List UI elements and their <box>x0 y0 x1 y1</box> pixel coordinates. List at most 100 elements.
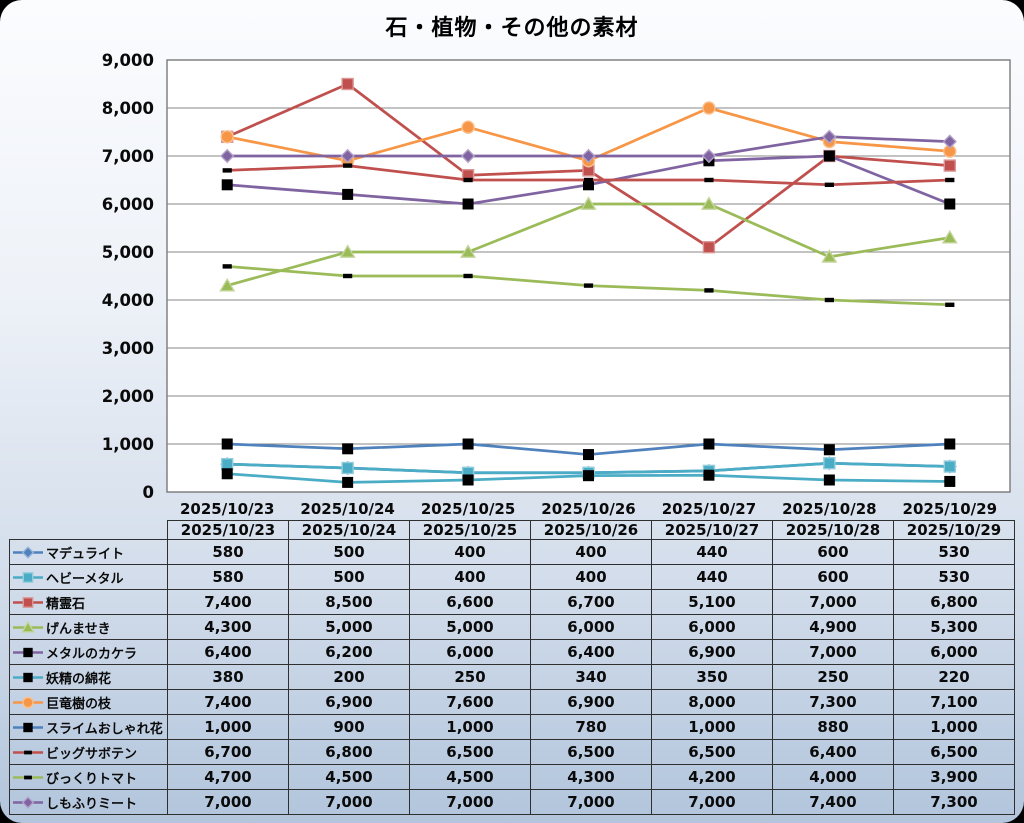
table-cell: 3,900 <box>893 764 1015 790</box>
table-row: メタルのカケラ 6,400 6,200 6,000 6,400 6,900 7,000 6,0… <box>9 639 1015 665</box>
diamond-marker-icon <box>21 795 35 809</box>
table-row: しもふりミート 7,000 7,000 7,000 7,000 7,000 7,400 7,3… <box>9 789 1015 815</box>
square-marker-icon <box>462 474 474 486</box>
square-marker-icon <box>342 476 354 488</box>
table-cell: 6,600 <box>409 589 531 615</box>
dash-marker-icon <box>583 177 594 183</box>
square-marker-icon <box>23 722 33 732</box>
series-name-label: マデュライト <box>46 546 125 562</box>
table-cell: 6,500 <box>530 739 652 765</box>
dash-marker-icon <box>463 177 473 183</box>
table-cell: 4,500 <box>409 764 531 790</box>
series-name-label: 精霊石 <box>46 596 86 612</box>
square-marker-icon <box>823 444 835 456</box>
y-axis-tick-label: 4,000 <box>102 291 154 310</box>
table-cell: 7,300 <box>893 789 1015 815</box>
table-row: マデュライト 580 500 400 400 440 600 530 <box>9 539 1015 565</box>
x-axis-tick-label: 2025/10/27 <box>662 500 756 518</box>
legend-key-icon <box>13 571 43 583</box>
table-cell: 250 <box>409 664 531 690</box>
table-cell: 4,900 <box>772 614 894 640</box>
square-marker-icon <box>342 188 354 200</box>
square-marker-icon <box>943 460 956 473</box>
table-cell: 7,400 <box>167 589 289 615</box>
dash-marker-icon <box>463 273 473 279</box>
square-marker-icon <box>703 469 715 481</box>
table-cell: 6,200 <box>288 639 410 665</box>
square-marker-icon <box>583 470 594 482</box>
table-cell: 530 <box>893 564 1015 590</box>
table-row: スライムおしゃれ花 1,000 900 1,000 780 1,000 880 1,000 <box>9 714 1015 740</box>
square-marker-icon <box>944 475 956 487</box>
dash-marker-icon <box>222 168 232 173</box>
table-cell: 7,000 <box>530 789 652 815</box>
table-header-cell: 2025/10/29 <box>893 520 1015 540</box>
y-axis-tick-label: 0 <box>143 483 154 502</box>
table-cell: 5,300 <box>893 614 1015 640</box>
table-header-cell: 2025/10/28 <box>772 520 894 540</box>
series-name-label: しもふりミート <box>46 796 138 812</box>
table-row: ヘビーメタル 580 500 400 400 440 600 530 <box>9 564 1015 590</box>
table-cell: 400 <box>530 539 652 565</box>
triangle-marker-icon <box>339 244 356 258</box>
table-cell: 6,000 <box>409 639 531 665</box>
table-cell: 440 <box>651 564 773 590</box>
circle-marker-icon <box>702 101 716 115</box>
square-marker-icon <box>342 443 354 455</box>
table-header-spacer <box>10 521 168 540</box>
square-marker-icon <box>583 449 594 461</box>
table-cell: 1,000 <box>167 714 289 740</box>
square-marker-icon <box>462 198 474 210</box>
table-cell: 780 <box>530 714 652 740</box>
diamond-marker-icon <box>822 129 837 144</box>
legend-item: マデュライト <box>9 539 168 565</box>
table-cell: 6,000 <box>651 614 773 640</box>
table-cell: 200 <box>288 664 410 690</box>
square-marker-icon <box>221 457 234 471</box>
table-cell: 6,500 <box>651 739 773 765</box>
square-marker-icon <box>341 461 354 475</box>
line-chart: 0 1,000 2,000 3,000 4,000 5,000 6,000 7,000 8,00… <box>102 59 1011 518</box>
table-cell: 4,700 <box>167 764 289 790</box>
square-marker-icon <box>462 438 474 450</box>
table-cell: 8,500 <box>288 589 410 615</box>
table-cell: 1,000 <box>409 714 531 740</box>
diamond-marker-icon <box>21 545 35 559</box>
square-marker-icon <box>944 198 956 210</box>
square-marker-icon <box>823 474 835 486</box>
table-cell: 6,400 <box>772 739 894 765</box>
legend-key-icon <box>13 647 43 657</box>
legend-item: しもふりミート <box>9 789 168 815</box>
table-cell: 6,700 <box>167 739 289 765</box>
square-marker-icon <box>823 457 836 470</box>
square-marker-icon <box>221 438 233 450</box>
square-marker-icon <box>221 468 233 480</box>
y-axis-tick-label: 2,000 <box>102 387 154 406</box>
table-cell: 5,000 <box>409 614 531 640</box>
table-cell: 220 <box>893 664 1015 690</box>
table-cell: 1,000 <box>893 714 1015 740</box>
table-cell: 880 <box>772 714 894 740</box>
table-cell: 6,000 <box>893 639 1015 665</box>
square-marker-icon <box>702 240 716 254</box>
x-axis-tick-label: 2025/10/26 <box>541 500 635 518</box>
table-cell: 400 <box>409 564 531 590</box>
diamond-marker-icon <box>220 148 235 164</box>
table-header-cell: 2025/10/23 <box>167 520 289 540</box>
table-cell: 7,000 <box>772 589 894 615</box>
dash-marker-icon <box>824 182 834 187</box>
triangle-marker-icon <box>941 229 958 244</box>
dash-marker-icon <box>24 775 32 779</box>
table-cell: 580 <box>167 539 289 565</box>
circle-marker-icon <box>461 120 475 134</box>
table-cell: 6,700 <box>530 589 652 615</box>
table-cell: 6,900 <box>651 639 773 665</box>
circle-marker-icon <box>220 130 234 144</box>
table-cell: 7,400 <box>772 789 894 815</box>
table-cell: 400 <box>409 539 531 565</box>
dash-marker-icon <box>824 297 834 303</box>
table-cell: 6,500 <box>893 739 1015 765</box>
table-cell: 7,000 <box>167 789 289 815</box>
legend-key-icon <box>13 696 43 708</box>
table-row: 妖精の綿花 380 200 250 340 350 250 220 <box>9 664 1015 690</box>
